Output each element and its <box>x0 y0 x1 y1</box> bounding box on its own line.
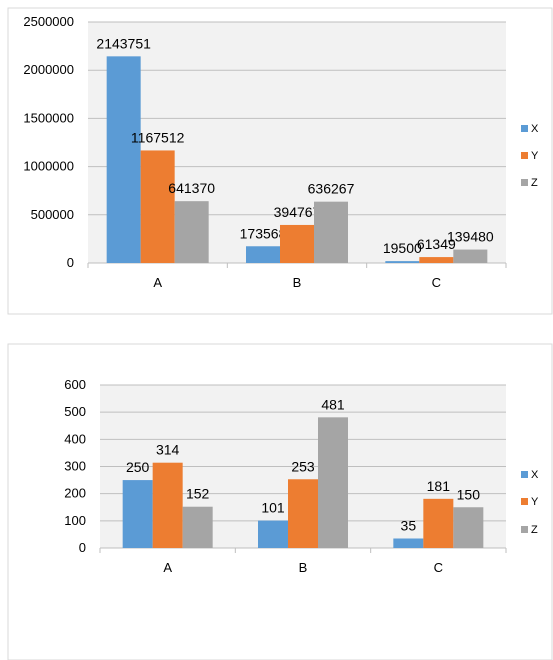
data-label: 173568 <box>240 225 287 241</box>
chart-2: 0 100 200 300 400 500 600 250 314 152 A 101 253 481 B 3… <box>64 377 539 575</box>
legend-label: X <box>531 123 539 135</box>
x-tick-label: A <box>163 560 172 575</box>
data-label: 253 <box>291 458 315 474</box>
legend-swatch <box>521 471 528 478</box>
x-tick-label: C <box>432 275 441 290</box>
legend-swatch <box>521 498 528 505</box>
bar-x-b <box>258 520 288 548</box>
y-tick-label: 2000000 <box>23 62 74 77</box>
legend-label: Y <box>531 496 539 508</box>
data-label: 101 <box>261 500 285 516</box>
data-label: 250 <box>126 459 150 475</box>
x-tick-label: C <box>434 560 443 575</box>
bar-y-c <box>423 498 454 548</box>
legend-label: Y <box>531 150 539 162</box>
data-label: 19500 <box>383 240 422 256</box>
x-tick-label: A <box>153 275 162 290</box>
bar-y-a <box>152 462 183 548</box>
data-label: 139480 <box>447 229 494 245</box>
y-tick-label: 1000000 <box>23 159 74 174</box>
bar-x-a <box>122 480 153 548</box>
legend-label: Z <box>531 177 538 189</box>
legend-label: X <box>531 469 539 481</box>
bar-z-a <box>182 506 213 548</box>
data-label: 2143751 <box>96 35 151 51</box>
y-tick-label: 1500000 <box>23 110 74 125</box>
data-label: 481 <box>321 396 345 412</box>
chart-1: 0 500000 1000000 1500000 2000000 2500000 21437… <box>23 14 539 290</box>
y-tick-label: 200 <box>64 486 86 501</box>
x-tick-label: B <box>299 560 308 575</box>
legend-swatch <box>521 179 528 186</box>
bar-x-c <box>385 261 420 263</box>
data-label: 181 <box>427 478 451 494</box>
bar-y-b <box>288 479 318 548</box>
legend-swatch <box>521 152 528 159</box>
data-label: 1167512 <box>131 129 185 145</box>
bar-x-c <box>393 538 424 548</box>
bar-y-b <box>280 224 314 263</box>
data-label: 641370 <box>168 180 215 196</box>
data-label: 61349 <box>417 236 456 252</box>
y-tick-label: 0 <box>79 540 86 555</box>
y-tick-label: 0 <box>67 255 74 270</box>
legend-label: Z <box>531 524 538 536</box>
legend-swatch <box>521 125 528 132</box>
bar-z-c <box>453 507 484 548</box>
y-tick-label: 600 <box>64 377 86 392</box>
bar-y-c <box>419 257 454 263</box>
data-label: 150 <box>457 486 481 502</box>
bar-z-b <box>314 201 348 263</box>
bar-z-c <box>453 249 488 263</box>
y-tick-label: 100 <box>64 513 86 528</box>
bar-x-b <box>246 246 280 263</box>
bar-z-a <box>174 201 209 263</box>
y-tick-label: 300 <box>64 459 86 474</box>
bar-z-b <box>318 417 348 548</box>
data-label: 152 <box>186 486 210 502</box>
y-tick-label: 2500000 <box>23 14 74 29</box>
y-tick-label: 400 <box>64 431 86 446</box>
data-label: 314 <box>156 442 180 458</box>
data-label: 35 <box>401 517 417 533</box>
y-tick-label: 500000 <box>31 207 74 222</box>
bar-x-a <box>106 56 141 263</box>
data-label: 636267 <box>308 181 355 197</box>
legend-swatch <box>521 526 528 533</box>
y-tick-label: 500 <box>64 404 86 419</box>
x-tick-label: B <box>293 275 302 290</box>
data-label: 394767 <box>274 204 321 220</box>
bar-y-a <box>140 150 175 263</box>
